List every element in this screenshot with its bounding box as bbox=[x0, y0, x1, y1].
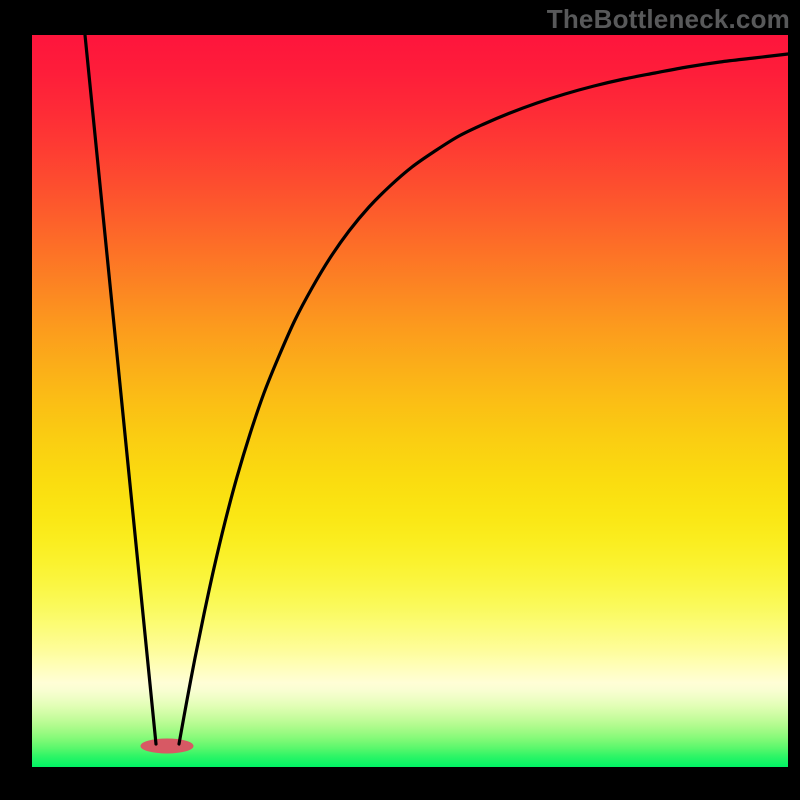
right-recovery-curve bbox=[179, 54, 788, 744]
watermark-text: TheBottleneck.com bbox=[547, 4, 790, 35]
curves-layer bbox=[0, 0, 800, 800]
minimum-marker bbox=[141, 739, 193, 753]
left-descent-line bbox=[85, 35, 156, 744]
chart-frame: { "watermark": { "text": "TheBottleneck.… bbox=[0, 0, 800, 800]
